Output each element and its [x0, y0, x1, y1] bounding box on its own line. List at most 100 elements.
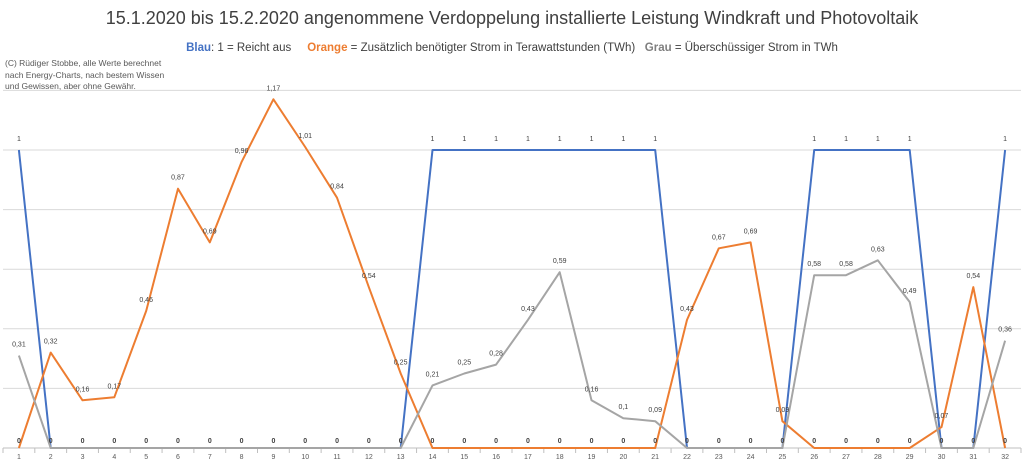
data-label: 1 [590, 136, 594, 143]
data-label: 0 [144, 438, 148, 445]
x-tick-label: 22 [683, 454, 691, 460]
data-label: 1 [431, 136, 435, 143]
x-tick-label: 29 [906, 454, 914, 460]
data-labels: 1 0 0 0 0 0 0 0 0 0 0 0 0 1 1 1 1 1 1 1 1 0 0 0 0 1 1 1 1 0 0 1 0 0,32 0,1… [12, 85, 1012, 445]
data-label: 0 [303, 438, 307, 445]
data-label: 0 [176, 438, 180, 445]
data-label: 0 [749, 438, 753, 445]
chart-title: 15.1.2020 bis 15.2.2020 angenommene Verd… [105, 8, 919, 28]
data-label: 0 [112, 438, 116, 445]
legend-orange-key: Orange [307, 42, 348, 54]
legend-blue-key: Blau [186, 42, 211, 54]
data-label: 0 [653, 438, 657, 445]
data-label: 0,25 [394, 360, 408, 367]
x-tick-label: 10 [301, 454, 309, 460]
data-label: 1 [1003, 136, 1007, 143]
x-tick-label: 15 [460, 454, 468, 460]
data-label: 0,32 [44, 339, 58, 346]
data-label: 1 [558, 136, 562, 143]
x-tick-label: 3 [81, 454, 85, 460]
data-label: 0 [558, 438, 562, 445]
data-label: 1 [653, 136, 657, 143]
x-tick-label: 30 [938, 454, 946, 460]
series-line-1 [17, 98, 1007, 449]
data-label: 0,17 [108, 383, 122, 390]
series-lines [17, 98, 1007, 449]
x-tick-label: 5 [144, 454, 148, 460]
chart-legend: Blau: 1 = Reicht aus Orange = Zusätzlich… [0, 42, 1024, 54]
data-label: 0 [399, 438, 403, 445]
data-label: 1 [812, 136, 816, 143]
legend-orange-text: = Zusätzlich benötigter Strom in Terawat… [347, 42, 636, 54]
x-tick-label: 18 [556, 454, 564, 460]
data-label: 0 [526, 438, 530, 445]
data-label: 0 [208, 438, 212, 445]
data-label: 1,01 [298, 133, 312, 140]
data-label: 0,07 [935, 413, 949, 420]
series-line-2 [17, 259, 1007, 449]
x-tick-label: 20 [619, 454, 627, 460]
data-label: 0,16 [585, 386, 599, 393]
x-tick-label: 26 [810, 454, 818, 460]
data-label: 0,96 [235, 148, 249, 155]
data-label: 0 [431, 438, 435, 445]
x-tick-label: 25 [779, 454, 787, 460]
data-label: 0 [717, 438, 721, 445]
data-label: 1,17 [267, 85, 281, 92]
x-tick-label: 31 [969, 454, 977, 460]
data-label: 0,25 [457, 360, 471, 367]
data-label: 0 [367, 438, 371, 445]
series-line-0 [17, 149, 1007, 449]
data-label: 0 [876, 438, 880, 445]
data-label: 0 [590, 438, 594, 445]
data-label: 0,87 [171, 175, 185, 182]
data-label: 0 [240, 438, 244, 445]
data-label: 0,54 [966, 273, 980, 280]
data-label: 0,46 [139, 297, 153, 304]
data-label: 0 [335, 438, 339, 445]
data-label: 0 [844, 438, 848, 445]
data-label: 0,09 [776, 407, 790, 414]
data-label: 0,59 [553, 258, 567, 265]
data-label: 0,1 [618, 404, 628, 411]
data-label: 0 [685, 438, 689, 445]
copyright-note: (C) Rüdiger Stobbe, alle Werte berechnet… [5, 58, 165, 91]
x-tick-label: 1 [17, 454, 21, 460]
data-label: 0 [271, 438, 275, 445]
data-label: 0,43 [680, 306, 694, 313]
data-label: 0,84 [330, 184, 344, 191]
data-label: 0,09 [648, 407, 662, 414]
data-label: 1 [494, 136, 498, 143]
data-label: 0,63 [871, 246, 885, 253]
data-label: 0 [940, 438, 944, 445]
x-axis: 1 2 3 4 5 6 7 8 9 10 11 12 13 14 15 16 17 18 19 20 21 22 23 24 2… [2, 447, 1022, 460]
data-label: 0,58 [839, 261, 853, 268]
data-label: 0,69 [744, 228, 758, 235]
x-tick-label: 11 [333, 454, 340, 460]
legend-blue-text: : 1 = Reicht aus [210, 42, 292, 54]
x-tick-label: 14 [429, 454, 437, 460]
data-label: 0 [1003, 438, 1007, 445]
x-tick-label: 8 [240, 454, 244, 460]
data-label: 0,43 [521, 306, 535, 313]
data-label: 1 [526, 136, 530, 143]
data-label: 0,21 [426, 371, 440, 378]
x-tick-label: 16 [492, 454, 500, 460]
data-label: 0,28 [489, 351, 503, 358]
data-label: 1 [621, 136, 625, 143]
data-label: 1 [17, 136, 21, 143]
x-tick-label: 7 [208, 454, 212, 460]
x-tick-label: 27 [842, 454, 850, 460]
data-label: 0,54 [362, 273, 376, 280]
data-label: 0 [971, 438, 975, 445]
data-label: 0 [17, 438, 21, 445]
data-label: 0,16 [76, 386, 90, 393]
data-label: 1 [844, 136, 848, 143]
x-tick-label: 4 [112, 454, 116, 460]
data-label: 0 [462, 438, 466, 445]
data-label: 0 [780, 438, 784, 445]
x-tick-label: 32 [1001, 454, 1009, 460]
data-label: 0,31 [12, 342, 26, 349]
data-label: 0 [908, 438, 912, 445]
